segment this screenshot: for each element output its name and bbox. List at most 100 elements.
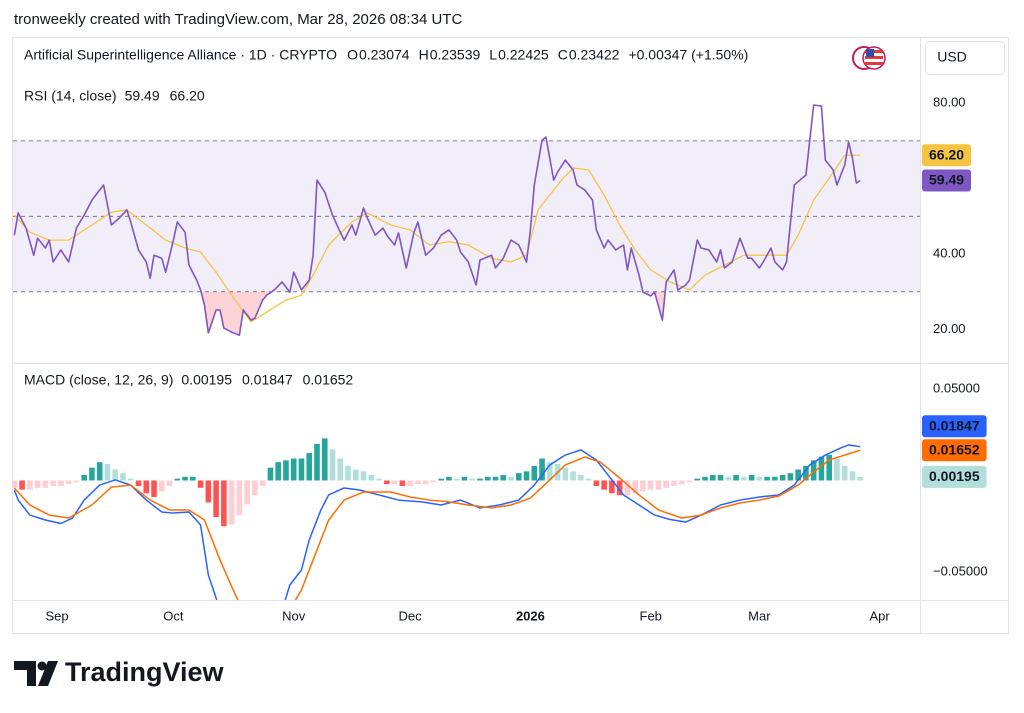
histogram-bar (841, 465, 848, 481)
histogram-bar (321, 438, 328, 481)
last-value-bg (922, 465, 987, 488)
histogram-bar (655, 480, 662, 490)
histogram-bar (290, 458, 297, 481)
histogram-bar (174, 478, 181, 481)
macd-line (13, 444, 861, 600)
chart-frame (12, 37, 1009, 634)
symbol-icon (852, 46, 886, 70)
histogram-bar (717, 475, 724, 481)
quote-value: 0.23539 (430, 47, 481, 63)
histogram-bar (446, 476, 452, 481)
last-value-label: 0.01652 (929, 441, 980, 457)
histogram-bar (213, 480, 219, 518)
symbol: Artificial Superintelligence Alliance · … (24, 47, 337, 63)
logo-dot (37, 661, 47, 671)
histogram-bar (353, 469, 359, 481)
flag-canton (866, 49, 874, 57)
last-value-bg (922, 144, 971, 167)
histogram-bar (135, 480, 142, 486)
histogram-bar (127, 478, 134, 481)
histogram-bar (834, 458, 840, 481)
histogram-bar (733, 475, 739, 481)
histogram-bar (422, 480, 429, 485)
logo-t (14, 661, 36, 686)
histogram-bar (453, 478, 460, 481)
x-tick-label: Apr (870, 608, 891, 623)
quote-label: O (347, 47, 358, 63)
quote-label: C (558, 47, 568, 63)
histogram-bar (73, 480, 80, 483)
histogram-bar (787, 473, 794, 481)
histogram-bar (857, 476, 864, 481)
histogram-bar (259, 480, 266, 486)
histogram-bar (484, 476, 491, 481)
credit: tronweekly created with TradingView.com,… (14, 11, 462, 28)
legend-value: 0.01847 (242, 372, 293, 388)
y-tick-label: 0.05000 (933, 380, 980, 395)
histogram-bar (81, 475, 87, 481)
histogram-bar (329, 449, 336, 481)
histogram-bar (531, 465, 538, 481)
histogram-bar (632, 480, 638, 494)
histogram-bar (42, 480, 49, 488)
histogram-bar (104, 464, 111, 481)
histogram-bar (376, 478, 382, 481)
legend-value: 0.00195 (181, 372, 232, 388)
last-value-label: 0.00195 (929, 468, 980, 484)
last-value-label: 0.01847 (929, 417, 980, 433)
quote-value: 0.23422 (569, 47, 620, 63)
histogram-bar (795, 469, 801, 481)
histogram-bar (772, 476, 778, 481)
histogram-bar (803, 465, 809, 481)
quote-label: L (489, 47, 497, 63)
x-tick-label: 2026 (516, 608, 545, 623)
histogram-bar (415, 480, 421, 485)
legend-value: 0.01652 (303, 372, 354, 388)
histogram-bar (190, 476, 196, 481)
quote-label: H (419, 47, 429, 63)
histogram-bar (461, 476, 468, 481)
histogram-bar (399, 480, 406, 486)
brand: TradingView (65, 657, 225, 687)
y-tick-label: 80.00 (933, 95, 966, 110)
indicator-title: MACD (close, 12, 26, 9) (24, 372, 173, 388)
y-tick-label: 20.00 (933, 321, 966, 336)
histogram-bar (244, 480, 250, 505)
last-value-bg (922, 169, 971, 192)
histogram-bar (89, 467, 95, 481)
signal-line (13, 449, 861, 600)
last-value-box: 0.00195 (922, 465, 987, 488)
histogram-bar (430, 480, 437, 483)
histogram-bar (13, 480, 18, 488)
histogram-bar (275, 462, 281, 481)
histogram-bar (741, 476, 747, 481)
histogram-bar (345, 465, 351, 481)
histogram-bar (601, 480, 607, 490)
histogram-bar (593, 480, 600, 486)
histogram-bar (756, 476, 763, 481)
histogram-bar (609, 480, 615, 494)
last-value-bg (922, 439, 987, 462)
histogram-bar (508, 476, 514, 481)
histogram-bar (694, 478, 701, 481)
histogram-bar (34, 480, 41, 488)
histogram-bar (818, 456, 825, 481)
currency-button[interactable] (925, 41, 1005, 75)
histogram-bar (547, 462, 553, 481)
last-value-box: 66.20 (922, 144, 971, 167)
histogram-bar (477, 478, 483, 481)
histogram-bar (314, 443, 320, 481)
histogram-bar (779, 475, 786, 481)
last-value-box: 0.01652 (922, 439, 987, 462)
quote-value: 0.22425 (498, 47, 549, 63)
indicator-title: RSI (14, close) (24, 88, 117, 104)
flag-stripe (865, 62, 883, 65)
histogram-bar (438, 478, 444, 481)
histogram-bar (252, 480, 258, 496)
histogram-bar (283, 460, 289, 481)
logo-v (38, 661, 58, 686)
flag-stripe (865, 56, 883, 59)
histogram-bar (120, 473, 126, 481)
histogram-bar (151, 480, 157, 497)
